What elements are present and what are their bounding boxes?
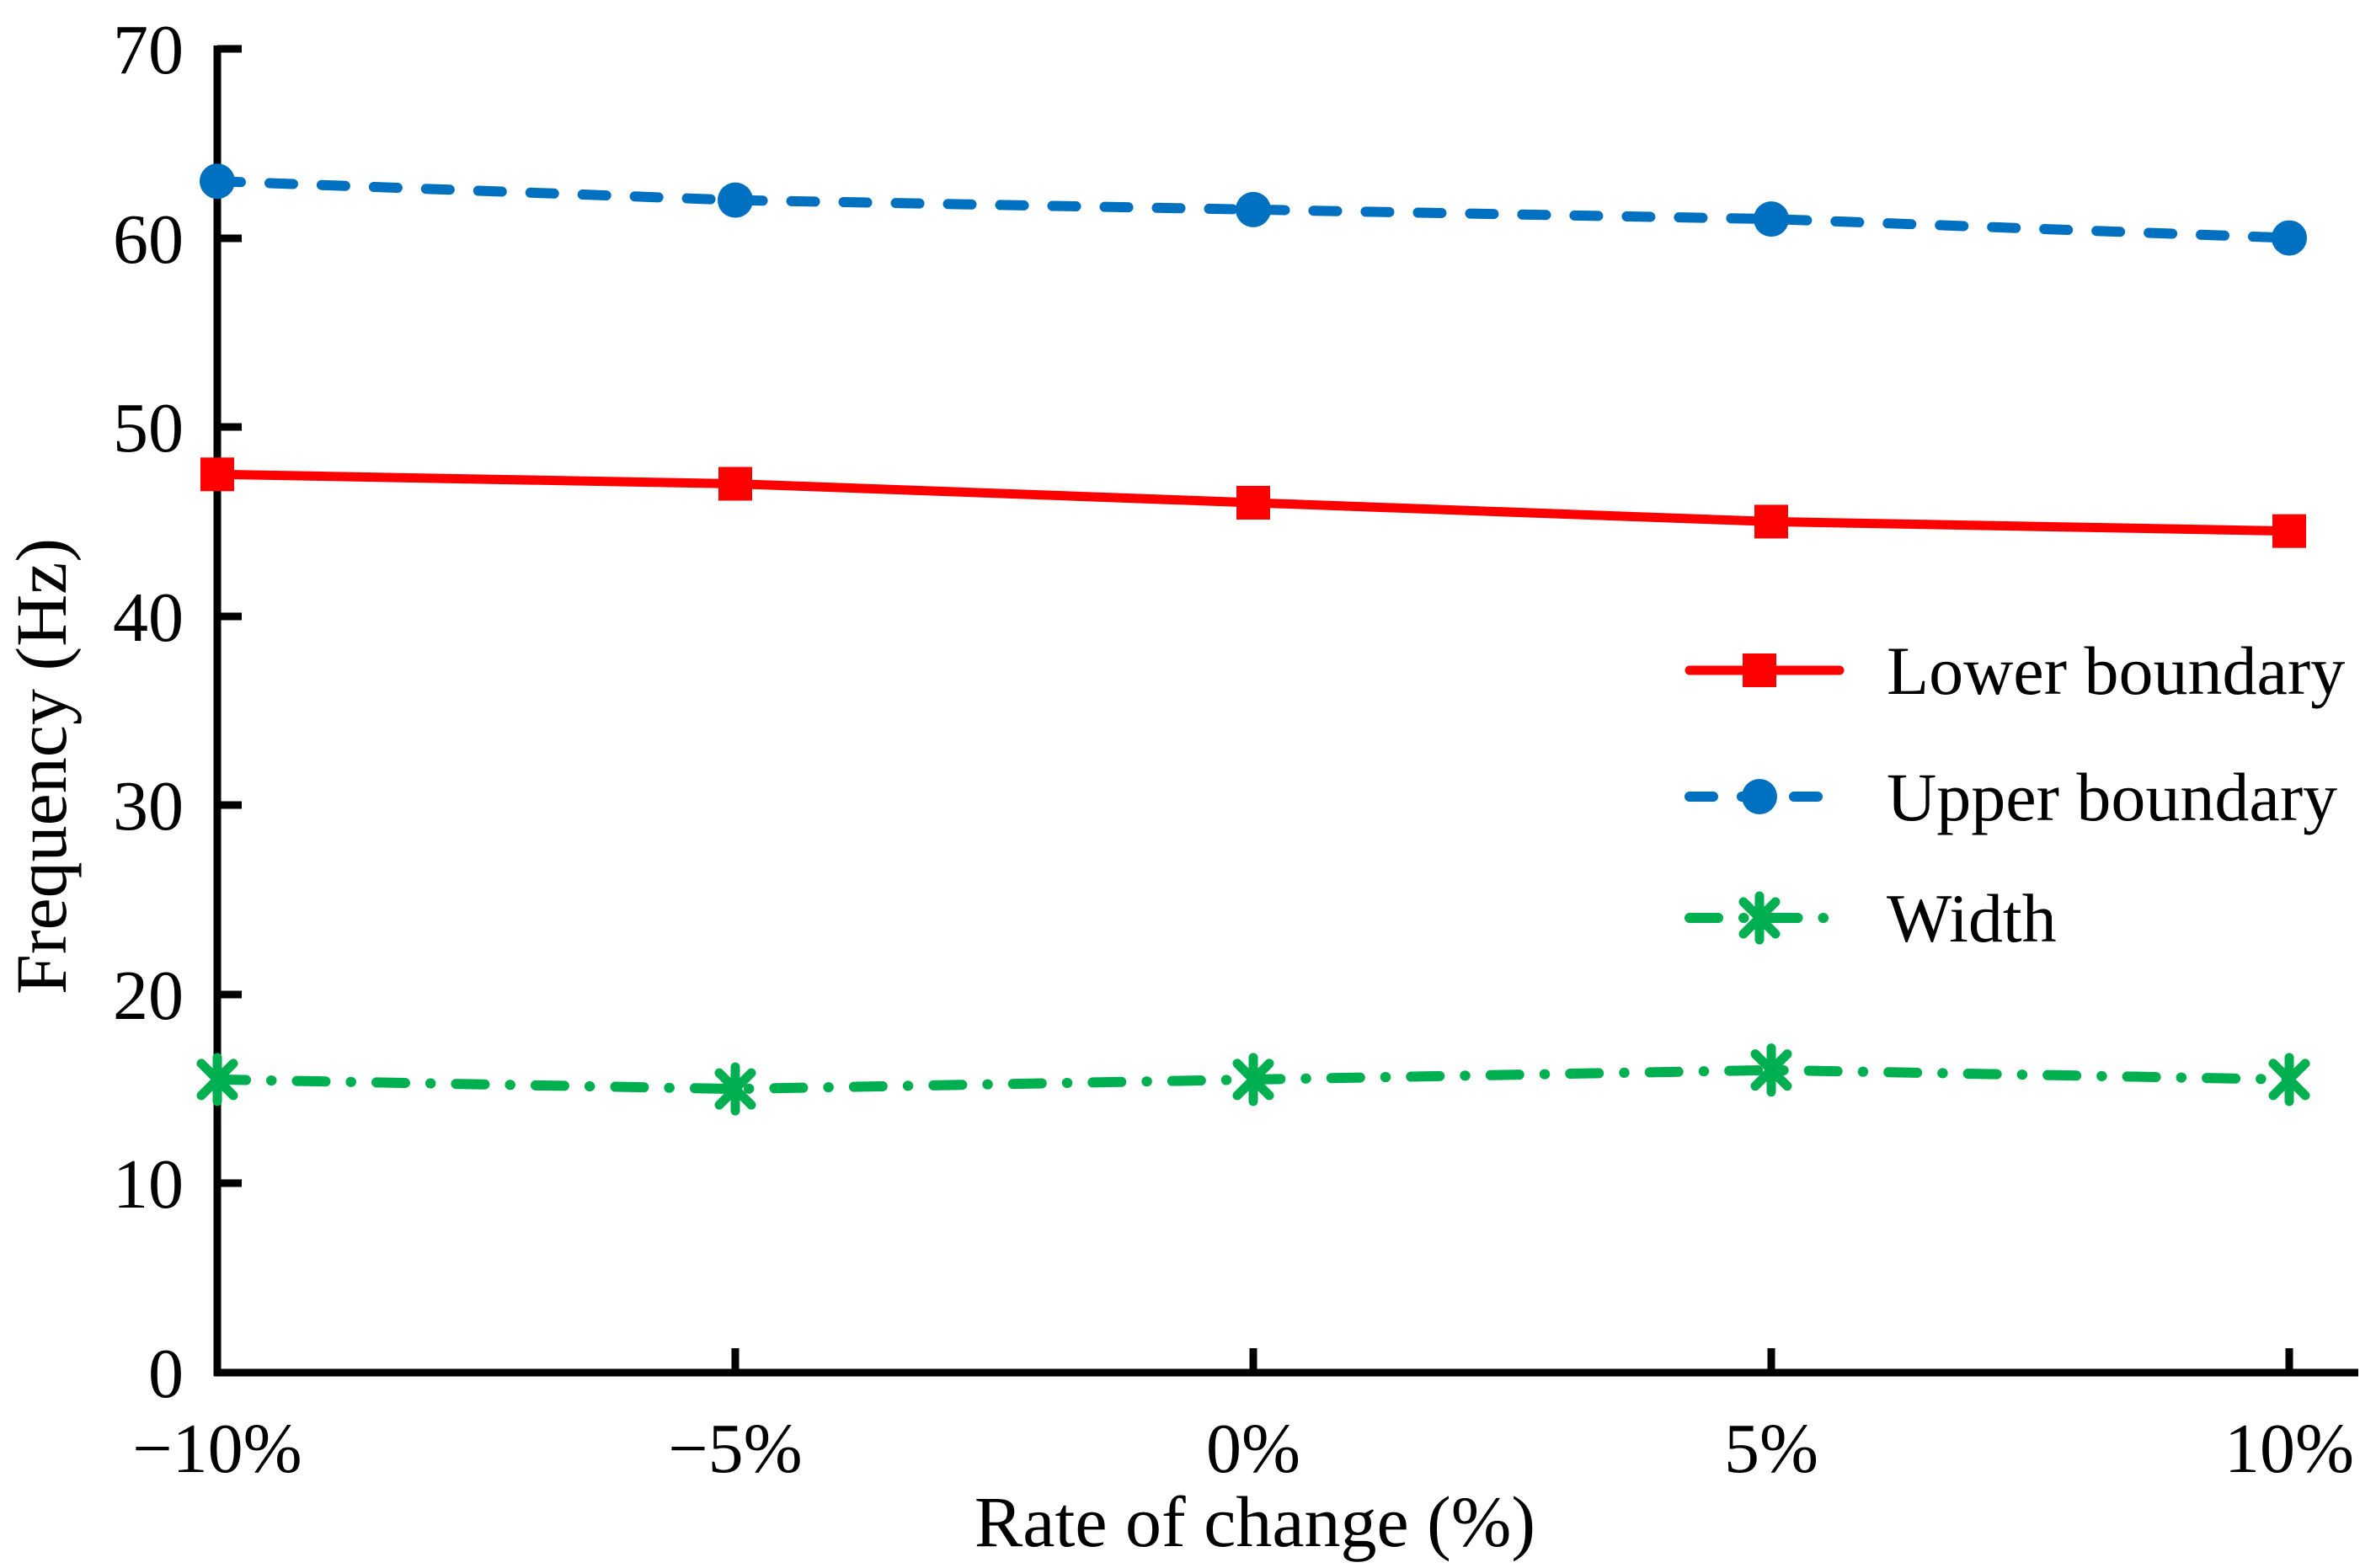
plot-series (196, 163, 2310, 1116)
legend-label-width: Width (1887, 880, 2057, 957)
marker-square-lower-boundary (200, 457, 234, 492)
legend-label-lower-boundary: Lower boundary (1887, 632, 2345, 709)
marker-square-lower-boundary (1754, 504, 1788, 539)
marker-circle-upper-boundary (2272, 220, 2307, 256)
marker-asterisk-width (1232, 1053, 1274, 1107)
marker-asterisk-width (714, 1062, 756, 1116)
y-tick-label: 70 (113, 11, 184, 89)
y-tick-label: 30 (113, 767, 184, 845)
x-tick-label: 10% (2224, 1410, 2354, 1488)
y-tick-label: 60 (113, 200, 184, 279)
marker-asterisk-width (1738, 891, 1781, 945)
x-axis: −10% −5% 0% 5% 10% Rate of change (%) (132, 1348, 2358, 1562)
marker-circle-upper-boundary (200, 163, 235, 200)
legend-sample-width (1685, 891, 1845, 945)
x-tick-label: 5% (1724, 1410, 1818, 1488)
marker-circle-upper-boundary (1742, 779, 1777, 814)
y-tick-label: 10 (113, 1145, 184, 1224)
marker-square-lower-boundary (718, 467, 752, 501)
y-tick-label: 20 (113, 957, 184, 1035)
legend-sample-upper-boundary (1685, 779, 1845, 814)
series-line-upper-boundary (212, 176, 2294, 243)
x-tick-label: 0% (1206, 1410, 1300, 1488)
marker-circle-upper-boundary (1236, 191, 1271, 227)
marker-square-lower-boundary (1743, 653, 1776, 687)
x-axis-title: Rate of change (%) (974, 1481, 1535, 1562)
legend: Lower boundary Upper boundary Width (1685, 632, 2345, 957)
y-axis: 0 10 20 30 40 50 60 70 Frequency (Hz) (1, 11, 242, 1413)
marker-square-lower-boundary (1236, 485, 1270, 520)
marker-circle-upper-boundary (1754, 201, 1789, 237)
marker-circle-upper-boundary (718, 182, 753, 218)
marker-square-lower-boundary (2272, 514, 2306, 548)
marker-asterisk-width (196, 1053, 238, 1107)
marker-asterisk-width (1750, 1043, 1792, 1097)
marker-asterisk-width (2268, 1053, 2310, 1107)
y-tick-label: 0 (148, 1335, 184, 1413)
y-axis-title: Frequency (Hz) (1, 538, 82, 995)
legend-label-upper-boundary: Upper boundary (1887, 759, 2337, 835)
y-tick-label: 40 (113, 579, 184, 657)
x-tick-label: −5% (668, 1410, 802, 1488)
x-tick-label: −10% (132, 1410, 302, 1488)
legend-sample-lower-boundary (1685, 653, 1845, 687)
y-tick-label: 50 (113, 389, 184, 467)
